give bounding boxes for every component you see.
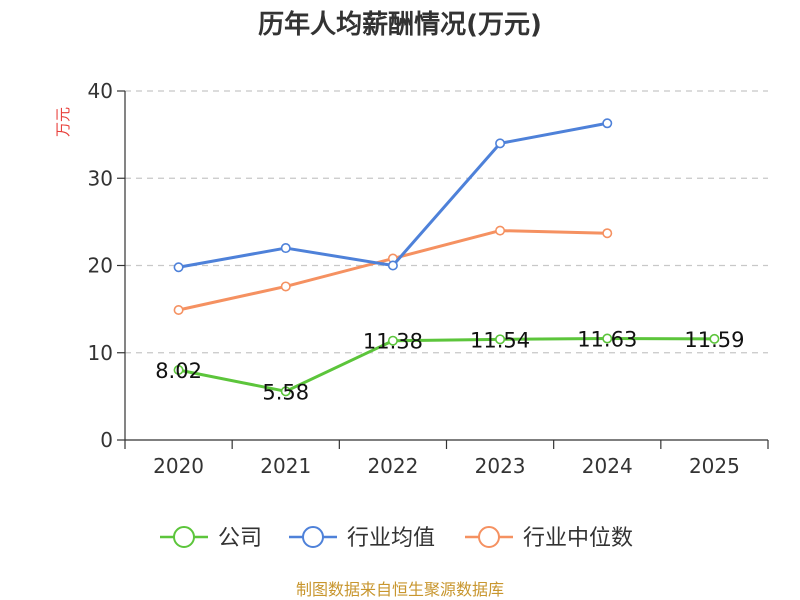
- y-tick-label: 40: [88, 79, 113, 103]
- legend-marker: [478, 526, 500, 548]
- data-labels: 8.02 5.58 11.38 11.54 11.63 11.59: [155, 328, 744, 405]
- legend-label: 行业均值: [347, 526, 435, 551]
- y-tick-label: 30: [88, 166, 113, 190]
- y-axis-label: 万元: [54, 107, 72, 137]
- data-label: 8.02: [155, 359, 202, 383]
- y-tick-label: 0: [100, 428, 113, 452]
- legend-label: 公司: [218, 526, 262, 551]
- data-point: [709, 333, 720, 344]
- y-tick-label: 20: [88, 254, 113, 278]
- y-tick-label: 10: [88, 341, 113, 365]
- legend[interactable]: 公司 行业均值 行业中位数: [160, 526, 633, 551]
- data-label: 11.59: [684, 328, 744, 352]
- series-line-0: [177, 337, 716, 393]
- x-tick-label-2020: 2020: [153, 454, 204, 478]
- chart-title: 历年人均薪酬情况(万元): [258, 9, 542, 40]
- x-tick-label-2024: 2024: [582, 454, 633, 478]
- x-tick-label-2025: 2025: [689, 454, 740, 478]
- x-tick-label-2022: 2022: [367, 454, 418, 478]
- data-point: [602, 333, 613, 344]
- axes: 0 10 20 30 40 2020 2021 2022 2023 2024 2025: [88, 79, 769, 478]
- data-point: [173, 262, 184, 273]
- data-point: [280, 281, 291, 292]
- source-note: 制图数据来自恒生聚源数据库: [296, 580, 504, 599]
- data-point: [495, 225, 506, 236]
- data-point: [602, 228, 613, 239]
- grid-lines: [125, 90, 768, 354]
- series-lines: [173, 118, 720, 397]
- legend-marker: [302, 526, 324, 548]
- data-point: [387, 335, 398, 346]
- legend-item-1[interactable]: 行业均值: [289, 526, 435, 551]
- legend-label: 行业中位数: [523, 526, 633, 551]
- x-tick-label-2023: 2023: [475, 454, 526, 478]
- data-point: [173, 304, 184, 315]
- data-label: 11.63: [577, 328, 637, 352]
- data-point: [495, 138, 506, 149]
- legend-marker: [173, 526, 195, 548]
- legend-item-0[interactable]: 公司: [160, 526, 262, 551]
- data-label: 5.58: [262, 380, 309, 404]
- data-point: [387, 260, 398, 271]
- legend-item-2[interactable]: 行业中位数: [465, 526, 633, 551]
- series-line-1: [177, 121, 609, 269]
- data-label: 11.54: [470, 328, 530, 352]
- data-point: [173, 365, 184, 376]
- data-label: 11.38: [363, 330, 423, 354]
- data-point: [602, 118, 613, 129]
- data-point: [280, 386, 291, 397]
- x-tick-label-2021: 2021: [260, 454, 311, 478]
- data-point: [495, 334, 506, 345]
- data-point: [280, 243, 291, 254]
